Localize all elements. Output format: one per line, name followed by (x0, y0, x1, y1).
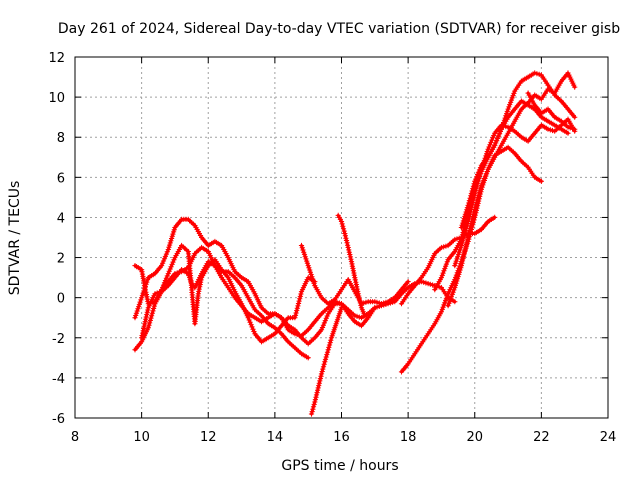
x-tick-label: 24 (600, 430, 617, 445)
x-tick-label: 10 (133, 430, 150, 445)
x-tick-label: 22 (533, 430, 550, 445)
series-trace-14 (525, 90, 578, 132)
series-trace-5 (298, 242, 411, 307)
y-tick-label: 8 (57, 131, 65, 146)
series-trace-6 (335, 212, 371, 319)
x-tick-label: 20 (466, 430, 483, 445)
y-tick-label: 12 (48, 51, 65, 66)
y-tick-label: 0 (57, 292, 65, 307)
grid (75, 57, 608, 418)
series-markers (458, 98, 571, 231)
series-markers (308, 305, 345, 417)
series-trace-4 (139, 244, 378, 341)
chart-title: Day 261 of 2024, Sidereal Day-to-day VTE… (58, 21, 620, 37)
series-markers (432, 70, 578, 293)
x-tick-label: 14 (267, 430, 284, 445)
series-trace-8 (398, 144, 544, 375)
series-trace-10 (432, 70, 578, 293)
series-trace-1 (132, 259, 311, 361)
y-tick-label: -2 (52, 332, 65, 347)
x-tick-label: 8 (71, 430, 79, 445)
series-markers (139, 244, 378, 341)
x-tick-label: 18 (400, 430, 417, 445)
series-markers (525, 90, 578, 132)
series-line (446, 71, 577, 308)
series-markers (335, 212, 371, 319)
y-tick-label: 10 (48, 91, 65, 106)
x-tick-label: 16 (333, 430, 350, 445)
series-markers (132, 259, 311, 361)
y-tick-label: 6 (57, 171, 65, 186)
y-tick-label: 2 (57, 252, 65, 267)
series-trace-7 (308, 305, 345, 417)
series-trace-12 (445, 70, 578, 309)
y-tick-label: 4 (57, 211, 65, 226)
series-markers (132, 242, 318, 345)
series-group (132, 70, 578, 417)
series-trace-13 (458, 98, 571, 231)
x-axis-label: GPS time / hours (281, 458, 398, 474)
x-tick-label: 12 (200, 430, 217, 445)
series-markers (445, 70, 578, 309)
y-tick-label: -4 (52, 372, 65, 387)
y-axis-label: SDTVAR / TECUs (7, 181, 23, 296)
y-tick-label: -6 (52, 412, 65, 427)
series-markers (398, 144, 544, 375)
